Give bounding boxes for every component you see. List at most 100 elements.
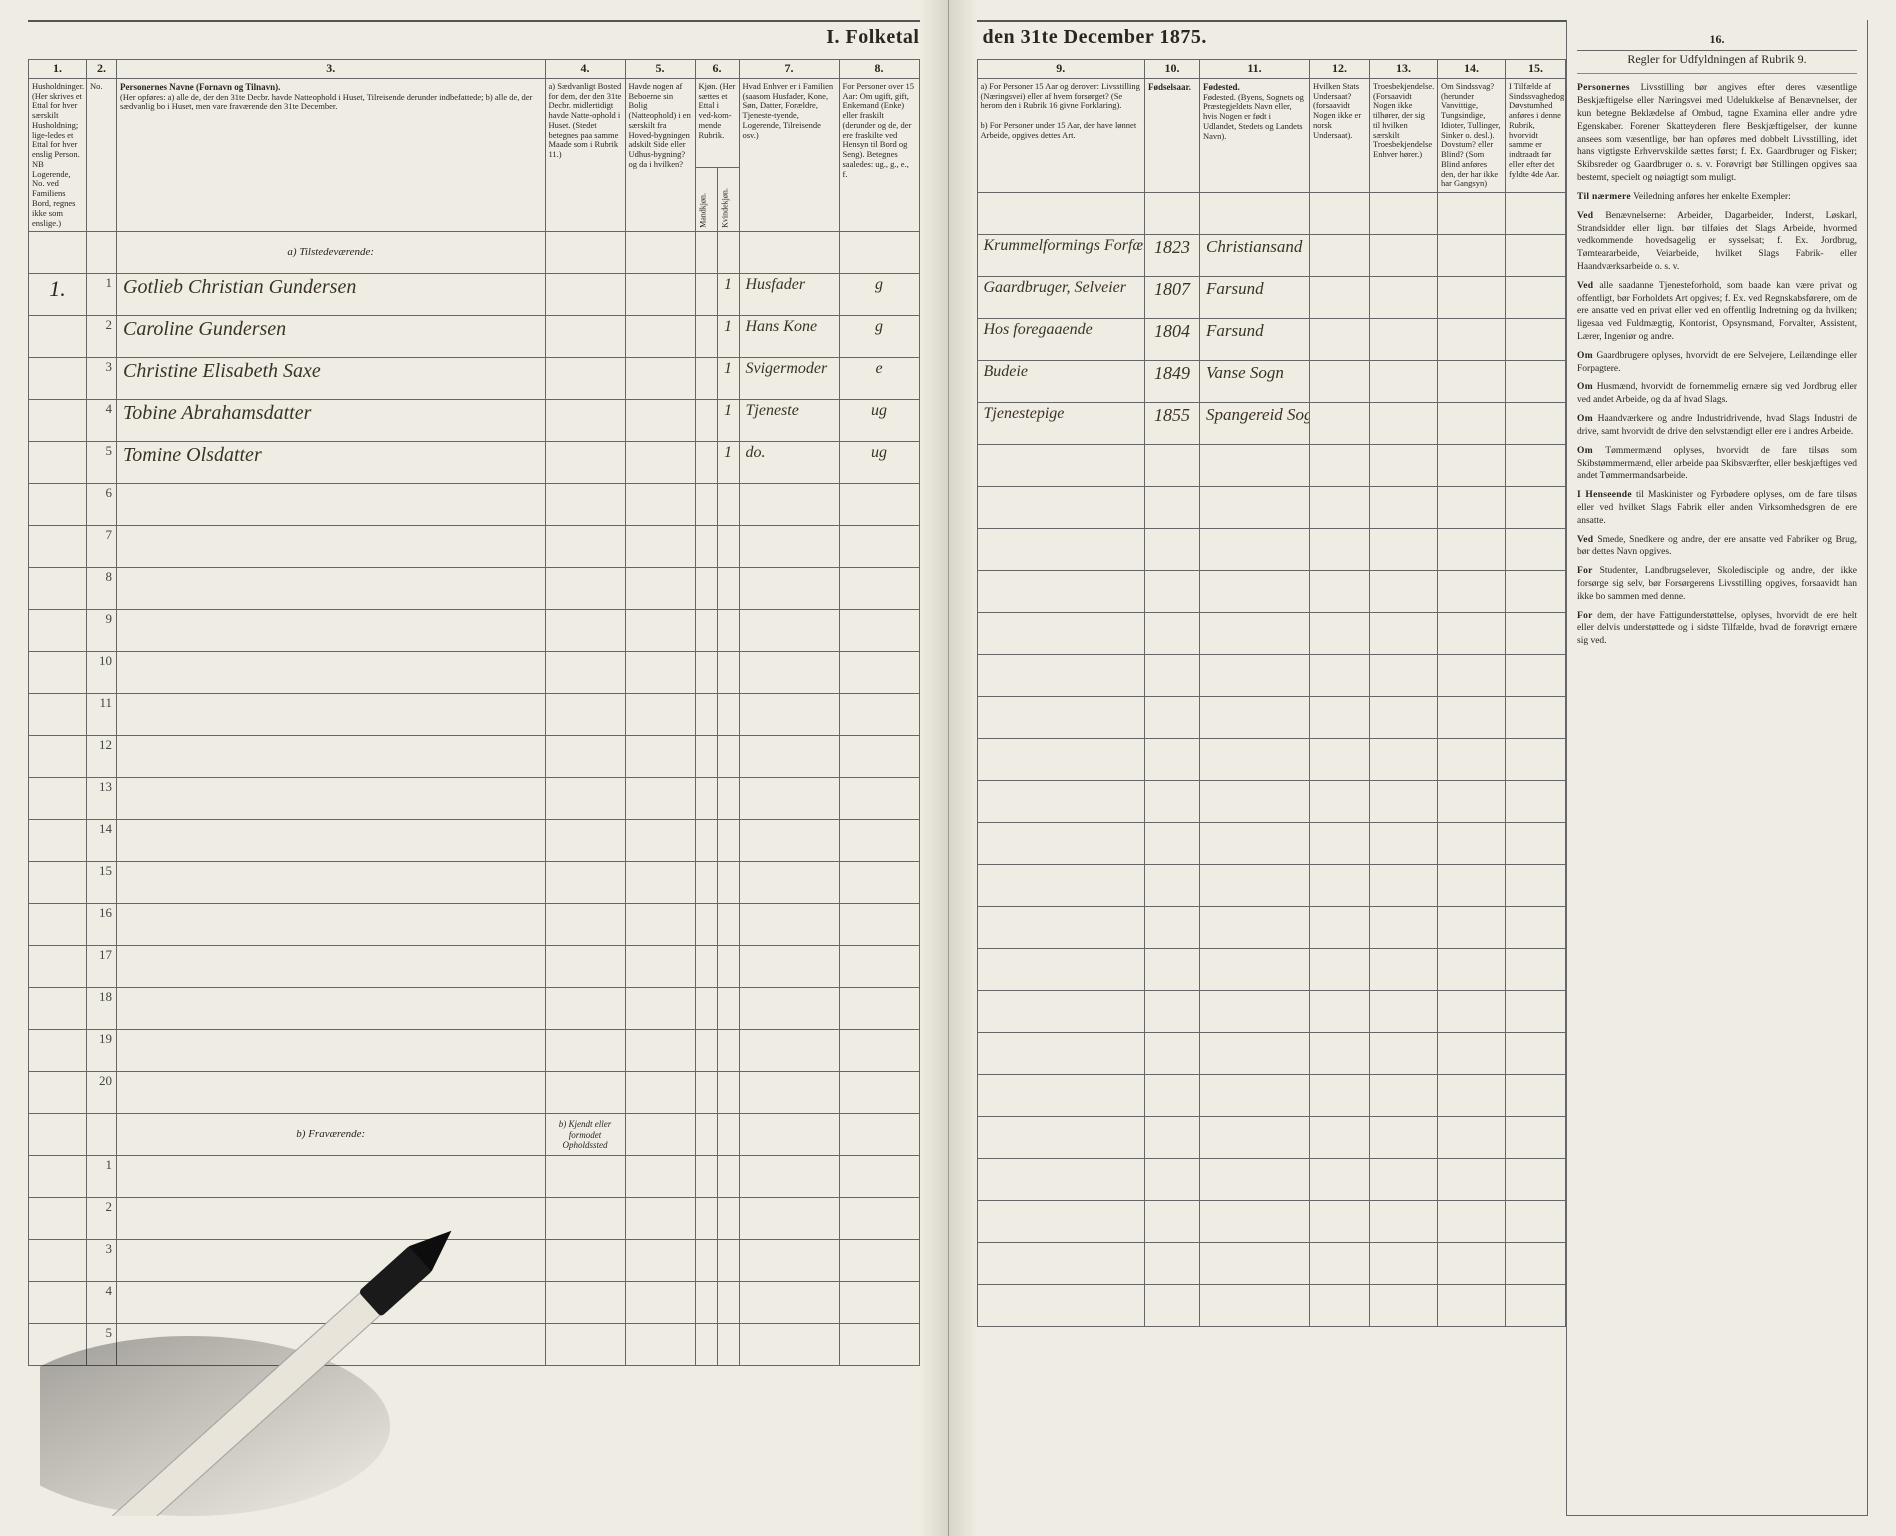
table-row-empty: 19 (29, 1030, 920, 1072)
table-row-empty: 13 (29, 778, 920, 820)
table-row-empty (977, 487, 1566, 529)
h6a: Mandkjøn. (695, 168, 717, 232)
col1: 1. (29, 60, 87, 79)
table-row: Krummelformings Forfærderer, Gartner og … (977, 235, 1566, 277)
table-row-empty (977, 949, 1566, 991)
instructions-title: Regler for Udfyldningen af Rubrik 9. (1577, 51, 1857, 74)
h1: Husholdninger. (Her skrives et Ettal for… (29, 78, 87, 231)
table-row-empty (977, 991, 1566, 1033)
table-row-empty: 12 (29, 736, 920, 778)
h8: For Personer over 15 Aar: Om ugift, gift… (839, 78, 919, 231)
table-row-empty (977, 1033, 1566, 1075)
instruction-para: For dem, der have Fattigunderstøttelse, … (1577, 610, 1857, 648)
table-row: 4Tobine Abrahamsdatter1Tjenesteug (29, 400, 920, 442)
instructions-col16: 16. Regler for Udfyldningen af Rubrik 9.… (1566, 20, 1868, 1516)
h10: Fødselsaar. (1145, 78, 1200, 192)
col10: 10. (1145, 60, 1200, 79)
instruction-para: Om Tømmermænd oplyses, hvorvidt de fare … (1577, 445, 1857, 483)
table-row-empty: 6 (29, 484, 920, 526)
instruction-para: Ved Benævnelserne: Arbeider, Dagarbeider… (1577, 210, 1857, 274)
table-row-empty: 2 (29, 1198, 920, 1240)
col3: 3. (117, 60, 546, 79)
table-row-empty (977, 1285, 1566, 1327)
table-row-empty: 14 (29, 820, 920, 862)
table-row-empty (977, 529, 1566, 571)
h6: Kjøn. (Her sættes et Ettal i ved-kom-men… (695, 78, 739, 168)
section-a-r (977, 193, 1566, 235)
table-row-empty (977, 571, 1566, 613)
col8: 8. (839, 60, 919, 79)
table-row-empty (977, 865, 1566, 907)
table-row-empty (977, 613, 1566, 655)
table-row: 3Christine Elisabeth Saxe1Svigermodere (29, 358, 920, 400)
table-row-empty: 3 (29, 1240, 920, 1282)
col14: 14. (1438, 60, 1506, 79)
table-row-empty (977, 697, 1566, 739)
h5: Havde nogen af Beboerne sin Bolig (Natte… (625, 78, 695, 231)
table-row-empty (977, 1201, 1566, 1243)
table-row-empty (977, 781, 1566, 823)
right-table: 9. 10. 11. 12. 13. 14. 15. a) For Person… (977, 59, 1567, 1327)
h6b: Kvindekjøn. (717, 168, 739, 232)
instruction-para: Til nærmere Veiledning anføres her enkel… (1577, 191, 1857, 204)
h4: a) Sædvanligt Bosted for dem, der den 31… (545, 78, 625, 231)
h7: Hvad Enhver er i Familien (saasom Husfad… (739, 78, 839, 231)
section-b: b) Fraværende:b) Kjendt eller formodet O… (29, 1114, 920, 1156)
left-table: 1. 2. 3. 4. 5. 6. 7. 8. Husholdninger. (… (28, 59, 920, 1366)
h12: Hvilken Stats Undersaat? (forsaavidt Nog… (1310, 78, 1370, 192)
table-row-empty: 1 (29, 1156, 920, 1198)
table-row-empty (977, 1243, 1566, 1285)
table-row: 5Tomine Olsdatter1do.ug (29, 442, 920, 484)
table-row-empty: 5 (29, 1324, 920, 1366)
instruction-para: Personernes Livsstilling bør angives eft… (1577, 82, 1857, 185)
table-row-empty (977, 1117, 1566, 1159)
col7: 7. (739, 60, 839, 79)
h9: a) For Personer 15 Aar og derover: Livss… (977, 78, 1145, 192)
table-row-empty (977, 823, 1566, 865)
instruction-para: I Henseende til Maskinister og Fyrbødere… (1577, 489, 1857, 527)
h2: No. (87, 78, 117, 231)
table-row-empty: 17 (29, 946, 920, 988)
h13: Troesbekjendelse. (Forsaavidt Nogen ikke… (1370, 78, 1438, 192)
table-row: Tjenestepige1855Spangereid Sogn og Vanse… (977, 403, 1566, 445)
col12: 12. (1310, 60, 1370, 79)
col5: 5. (625, 60, 695, 79)
col2: 2. (87, 60, 117, 79)
page-title-right: den 31te December 1875. (983, 26, 1567, 49)
table-row-empty (977, 445, 1566, 487)
instruction-para: Ved alle saadanne Tjenesteforhold, som b… (1577, 280, 1857, 344)
page-title-left: I. Folketal (28, 26, 920, 49)
table-row-empty: 9 (29, 610, 920, 652)
table-row-empty: 16 (29, 904, 920, 946)
table-row-empty (977, 907, 1566, 949)
table-row-empty: 15 (29, 862, 920, 904)
table-row-empty: 11 (29, 694, 920, 736)
census-ledger: I. Folketal 1. 2. 3. 4. 5. 6. 7. 8. (0, 0, 1896, 1536)
section-a: a) Tilstedeværende: (29, 232, 920, 274)
instruction-para: For Studenter, Landbrugselever, Skoledis… (1577, 565, 1857, 603)
col9: 9. (977, 60, 1145, 79)
right-page: den 31te December 1875. 9. 10. 11. 12. 1… (949, 0, 1896, 1536)
table-row-empty: 8 (29, 568, 920, 610)
col11: 11. (1200, 60, 1310, 79)
col4: 4. (545, 60, 625, 79)
instruction-para: Om Husmænd, hvorvidt de fornemmelig ernæ… (1577, 381, 1857, 407)
table-row-empty: 18 (29, 988, 920, 1030)
h11: Fødested.Fødested. (Byens, Sognets og Pr… (1200, 78, 1310, 192)
table-row: Budeie1849Vanse Sogn (977, 361, 1566, 403)
table-row: Gaardbruger, Selveier1807Farsund (977, 277, 1566, 319)
instruction-para: Ved Smede, Snedkere og andre, der ere an… (1577, 534, 1857, 560)
table-row-empty: 20 (29, 1072, 920, 1114)
col15: 15. (1506, 60, 1566, 79)
instruction-para: Om Haandværkere og andre Industridrivend… (1577, 413, 1857, 439)
table-row-empty (977, 739, 1566, 781)
table-row: Hos foregaaende1804Farsund (977, 319, 1566, 361)
table-row-empty (977, 1159, 1566, 1201)
table-row: 1.1Gotlieb Christian Gundersen1Husfaderg (29, 274, 920, 316)
table-row: 2Caroline Gundersen1Hans Koneg (29, 316, 920, 358)
h15: I Tilfælde af Sindssvaghedog Døvstumhed … (1506, 78, 1566, 192)
table-row-empty: 4 (29, 1282, 920, 1324)
table-row-empty: 10 (29, 652, 920, 694)
col13: 13. (1370, 60, 1438, 79)
instruction-para: Om Gaardbrugere oplyses, hvorvidt de ere… (1577, 350, 1857, 376)
